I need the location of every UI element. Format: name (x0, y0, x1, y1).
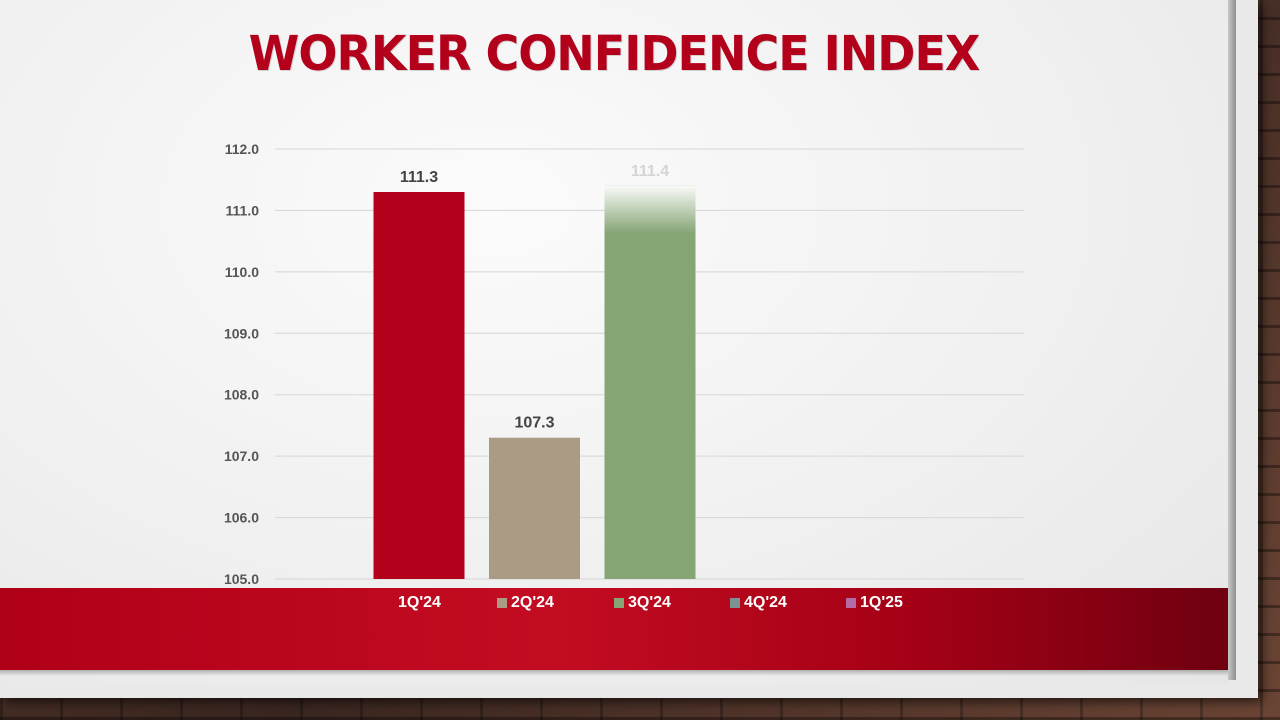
bars (373, 185, 696, 579)
legend-label: 1Q'25 (860, 594, 903, 611)
y-tick-label: 112.0 (225, 141, 259, 157)
legend-label: 1Q'24 (398, 594, 441, 611)
bar-0 (373, 192, 465, 579)
legend-label: 3Q'24 (628, 594, 671, 611)
y-tick-label: 105.0 (224, 571, 259, 587)
band-shadow (0, 670, 1228, 676)
legend-item: 1Q'24 (398, 594, 441, 612)
y-tick-label: 107.0 (224, 448, 259, 464)
data-labels: 111.3 107.3 111.4 (400, 163, 669, 432)
y-tick-label: 106.0 (224, 510, 259, 526)
legend-item: 4Q'24 (730, 594, 787, 612)
y-tick-label: 109.0 (224, 325, 259, 341)
slide: WORKER CONFIDENCE INDEX 105.0 106.0 107.0 1… (0, 0, 1228, 685)
legend-label: 4Q'24 (744, 594, 787, 611)
bar-1 (489, 437, 580, 579)
legend-swatch (730, 598, 740, 608)
data-label-2: 111.4 (631, 163, 669, 180)
data-label-1: 107.3 (514, 415, 554, 432)
legend-swatch (497, 598, 507, 608)
y-tick-label: 111.0 (226, 202, 260, 218)
legend-item: 1Q'25 (846, 594, 903, 612)
y-tick-label: 110.0 (225, 264, 259, 280)
chart-title: WORKER CONFIDENCE INDEX (248, 24, 981, 82)
slide-frame: WORKER CONFIDENCE INDEX 105.0 106.0 107.0 1… (0, 0, 1258, 698)
bar-fade-overlay (604, 185, 696, 579)
legend: 1Q'24 2Q'24 3Q'24 4Q'24 1Q'25 (0, 594, 1228, 614)
y-tick-label: 108.0 (224, 387, 259, 403)
legend-swatch (614, 598, 624, 608)
legend-item: 2Q'24 (497, 594, 554, 612)
legend-label: 2Q'24 (511, 594, 554, 611)
legend-item: 3Q'24 (614, 594, 671, 612)
legend-swatch (846, 598, 856, 608)
y-axis-ticks: 105.0 106.0 107.0 108.0 109.0 110.0 111.0 112.0 (224, 141, 259, 587)
data-label-0: 111.3 (400, 169, 438, 186)
bar-chart: 105.0 106.0 107.0 108.0 109.0 110.0 111.0 112.0… (224, 141, 1024, 587)
